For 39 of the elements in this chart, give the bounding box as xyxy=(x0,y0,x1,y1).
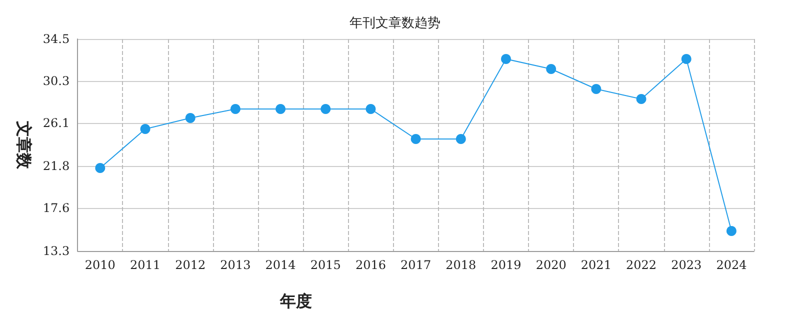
point xyxy=(95,163,106,173)
x-tick-label: 2013 xyxy=(220,258,251,272)
x-tick-label: 2023 xyxy=(671,258,702,272)
x-tick-label: 2019 xyxy=(490,258,522,272)
y-tick-label: 13.3 xyxy=(42,244,70,258)
point xyxy=(276,104,286,114)
x-tick-label: 2012 xyxy=(175,258,206,272)
x-tick-label: 2010 xyxy=(84,258,116,272)
y-tick-label: 34.5 xyxy=(42,32,70,46)
x-tick-label: 2016 xyxy=(355,258,386,272)
x-tick-label: 2015 xyxy=(310,258,341,272)
point xyxy=(140,124,150,134)
chart-title: 年刊文章数趋势 xyxy=(350,16,440,31)
y-tick-label: 17.6 xyxy=(42,201,70,215)
point xyxy=(681,54,692,64)
x-tick-label: 2017 xyxy=(400,258,432,272)
point xyxy=(726,226,736,236)
y-tick-label: 21.8 xyxy=(42,159,70,173)
point xyxy=(185,113,196,123)
x-tick-label: 2020 xyxy=(536,258,566,272)
x-tick-label: 2018 xyxy=(446,258,476,272)
y-tick-label: 26.1 xyxy=(42,116,70,130)
x-tick-label: 2024 xyxy=(716,258,748,272)
point xyxy=(320,104,331,114)
point xyxy=(456,134,466,144)
y-tick-label: 30.3 xyxy=(42,74,70,88)
point xyxy=(591,84,602,94)
x-axis-title: 年度 xyxy=(278,292,312,310)
y-axis-title: 文章数 xyxy=(14,120,34,170)
x-tick-label: 2022 xyxy=(626,258,657,272)
point xyxy=(230,104,240,114)
point xyxy=(636,94,646,104)
x-tick-label: 2011 xyxy=(130,258,161,272)
x-tick-label: 2021 xyxy=(580,258,612,272)
point xyxy=(501,54,511,64)
x-tick-label: 2014 xyxy=(265,258,296,272)
point xyxy=(410,134,421,144)
point xyxy=(546,64,556,74)
point xyxy=(366,104,376,114)
